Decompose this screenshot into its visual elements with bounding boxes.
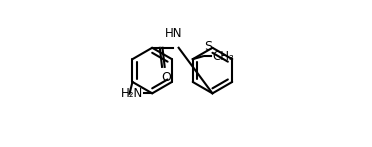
Text: HN: HN: [165, 27, 182, 40]
Text: S: S: [204, 40, 212, 53]
Text: O: O: [161, 71, 171, 83]
Text: H₂N: H₂N: [121, 87, 142, 100]
Text: CH₃: CH₃: [212, 50, 234, 63]
